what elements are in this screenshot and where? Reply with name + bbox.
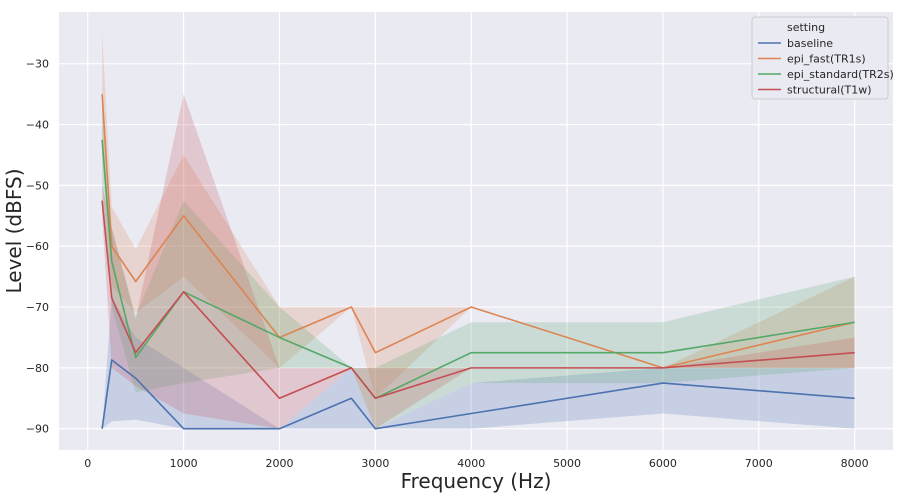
- x-tick-label: 6000: [649, 457, 677, 470]
- x-tick-label: 4000: [457, 457, 485, 470]
- legend-entry-label: epi_fast(TR1s): [787, 53, 866, 66]
- legend-title: setting: [787, 21, 825, 34]
- x-tick-label: 0: [84, 457, 91, 470]
- x-tick-label: 7000: [745, 457, 773, 470]
- x-axis-label: Frequency (Hz): [401, 469, 552, 493]
- legend-entry-label: epi_standard(TR2s): [787, 68, 894, 81]
- band-1: [102, 33, 855, 399]
- legend: setting baseline epi_fast(TR1s) epi_standa…: [751, 16, 894, 100]
- x-tick-label: 1000: [170, 457, 198, 470]
- legend-entries: baseline epi_fast(TR1s) epi_standard(TR2s)…: [758, 37, 894, 97]
- legend-box: [751, 16, 889, 100]
- x-tick-label: 2000: [265, 457, 293, 470]
- legend-entry-label: structural(T1w): [787, 84, 872, 97]
- y-tick-label: −70: [26, 301, 49, 314]
- y-tick-label: −90: [26, 423, 49, 436]
- band-2: [102, 94, 855, 429]
- y-axis-label: Level (dBFS): [2, 168, 26, 293]
- band-0: [102, 297, 855, 429]
- x-tick-labels: 0 1000 2000 3000 4000 5000 6000 7000 8000: [84, 457, 868, 470]
- series-line-2: [101, 139, 855, 400]
- y-tick-labels: −90 −80 −70 −60 −50 −40 −30: [26, 58, 49, 436]
- y-tick-label: −40: [26, 119, 49, 132]
- band-3: [102, 94, 855, 429]
- x-tick-label: 8000: [841, 457, 869, 470]
- x-tick-label: 3000: [361, 457, 389, 470]
- series-lines: [101, 94, 855, 430]
- y-tick-label: −80: [26, 362, 49, 375]
- legend-entry-label: baseline: [787, 37, 833, 50]
- y-tick-label: −60: [26, 240, 49, 253]
- x-tick-label: 5000: [553, 457, 581, 470]
- series-line-3: [101, 200, 855, 400]
- confidence-bands: [102, 33, 855, 429]
- series-line-1: [101, 94, 855, 369]
- y-tick-label: −30: [26, 58, 49, 71]
- series-line-0: [101, 359, 855, 430]
- y-tick-label: −50: [26, 179, 49, 192]
